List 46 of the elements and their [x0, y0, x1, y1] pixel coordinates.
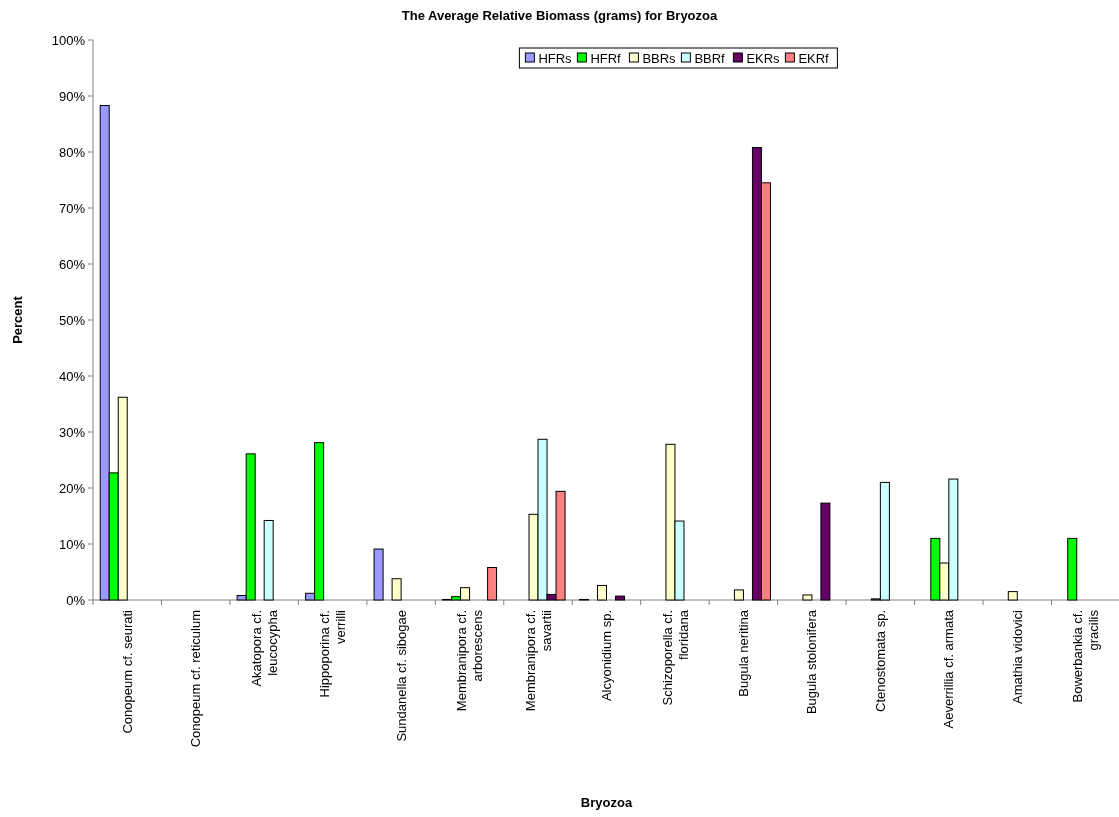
x-axis-title: Bryozoa [580, 795, 633, 810]
x-tick-label: Schizoporella cf. floridana [659, 609, 691, 706]
x-tick-label: Ctenostomata sp. [872, 610, 888, 712]
x-tick-label: Akatopora cf. leucocypha [248, 609, 280, 687]
y-tick-label: 100% [51, 32, 86, 48]
legend-label: HFRs [538, 50, 573, 66]
legend-label: HFRf [590, 50, 622, 66]
bar [802, 594, 813, 601]
y-tick-label: 40% [58, 368, 86, 384]
legend-label: BBRf [694, 50, 726, 66]
bar [596, 584, 607, 601]
chart-title: The Average Relative Biomass (grams) for Bryozoa [401, 8, 718, 23]
bar [1007, 591, 1018, 601]
bar [733, 589, 744, 601]
x-tick-label: Conopeum cf. seurati [119, 609, 135, 734]
x-tick-label: Membranipora cf. savartii [522, 609, 554, 712]
y-tick-label: 60% [58, 256, 86, 272]
x-tick-label: Conopeum cf. reticulum [188, 610, 204, 748]
legend-label: EKRs [746, 50, 781, 66]
x-tick-label: Amathia vidovici [1009, 609, 1025, 704]
y-tick-label: 80% [58, 144, 86, 160]
bar [820, 502, 831, 601]
bar [615, 595, 626, 601]
bar [391, 578, 402, 601]
y-tick-label: 20% [58, 480, 86, 496]
x-tick-label: Bugula stolonifera [804, 609, 820, 715]
bar [373, 548, 384, 601]
y-tick-label: 90% [58, 88, 86, 104]
bar [487, 567, 498, 601]
y-axis-title: Percent [10, 295, 25, 344]
bar [1067, 537, 1078, 601]
x-tick-label: Aeverrillia cf. armata [941, 609, 957, 729]
x-tick-label: Hippoporina cf. verrilli [317, 609, 349, 698]
x-tick-label: Bugula neritina [735, 609, 751, 697]
x-tick-label: Sundanella cf. sibogae [393, 610, 409, 742]
x-tick-label: Membranipora cf. arborescens [454, 609, 486, 712]
y-tick-label: 10% [58, 536, 86, 552]
bar [263, 519, 274, 601]
legend-label: EKRf [798, 50, 830, 66]
y-tick-label: 70% [58, 200, 86, 216]
x-tick-label: Alcyonidium sp. [599, 610, 615, 702]
legend-label: BBRs [642, 50, 677, 66]
y-tick-label: 50% [58, 312, 86, 328]
x-tick-label: Bowerbankia cf. gracilis [1070, 609, 1102, 703]
y-tick-label: 0% [66, 592, 86, 608]
y-tick-label: 30% [58, 424, 86, 440]
